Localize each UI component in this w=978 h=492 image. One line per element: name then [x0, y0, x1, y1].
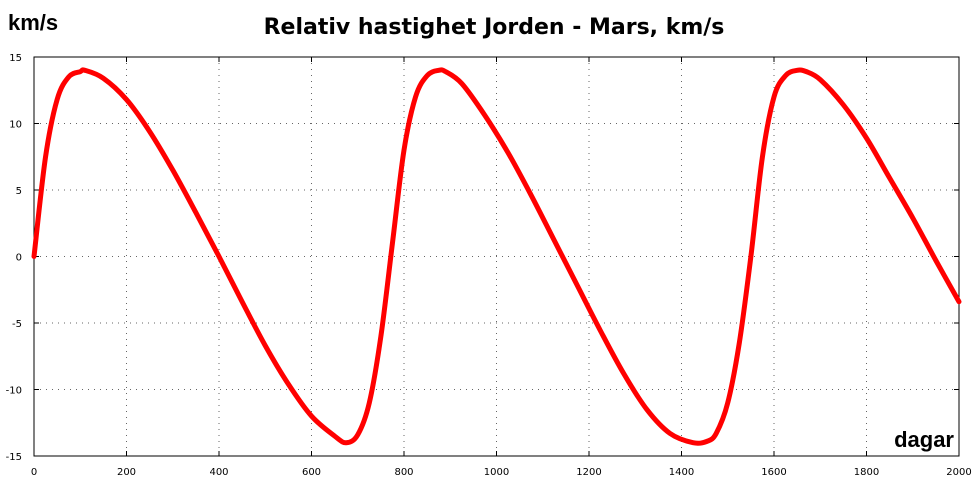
x-tick-label: 2000	[946, 467, 971, 478]
y-tick-label: 10	[9, 120, 22, 131]
y-tick-label: -5	[12, 319, 22, 330]
y-tick-label: 15	[9, 53, 22, 64]
y-tick-label: 5	[16, 186, 22, 197]
y-axis-label: km/s	[8, 10, 58, 35]
x-tick-label: 1600	[761, 467, 786, 478]
chart-title: Relativ hastighet Jorden - Mars, km/s	[264, 15, 725, 40]
x-tick-label: 1800	[854, 467, 879, 478]
x-tick-label: 800	[394, 467, 413, 478]
y-tick-label: -15	[6, 452, 22, 463]
y-tick-label: 0	[16, 253, 22, 264]
x-tick-label: 0	[31, 467, 37, 478]
x-tick-label: 600	[302, 467, 321, 478]
grid	[34, 57, 959, 456]
x-tick-label: 1400	[669, 467, 694, 478]
series-line	[31, 67, 962, 446]
x-tick-label: 1000	[484, 467, 509, 478]
series-layer	[31, 67, 962, 446]
x-tick-label: 1200	[576, 467, 601, 478]
x-tick-label: 400	[209, 467, 228, 478]
y-tick-label: -10	[6, 386, 22, 397]
axis-ticks: 0 200 400 600 800 1000 1200 1400 1600 1800 2000 15 1…	[6, 53, 972, 478]
x-tick-label: 200	[117, 467, 136, 478]
x-axis-label: dagar	[894, 427, 954, 452]
